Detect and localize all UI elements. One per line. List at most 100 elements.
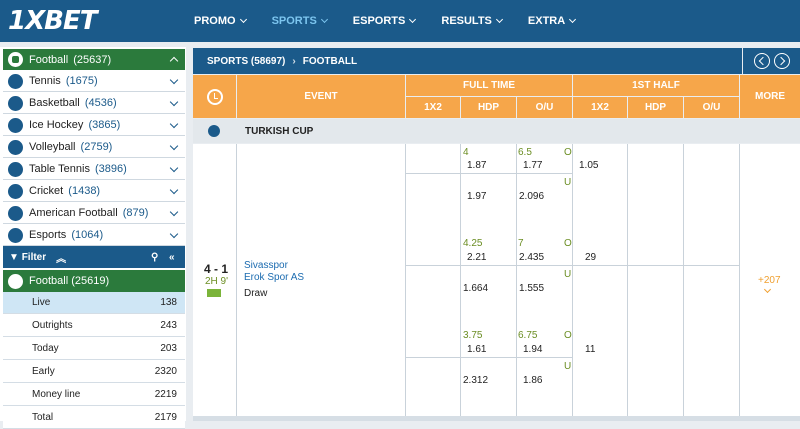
sidebar-item-basketball[interactable]: Basketball (4536) <box>3 93 185 114</box>
live-stats-icon[interactable] <box>207 289 221 297</box>
col-ft-ou: O/U <box>517 97 572 118</box>
chevron-down-icon[interactable] <box>169 97 179 107</box>
filter-item-label: Live <box>32 297 51 308</box>
divider <box>572 144 573 416</box>
divider <box>405 265 739 266</box>
sidebar-item-volleyball[interactable]: Volleyball (2759) <box>3 137 185 158</box>
league-row[interactable]: TURKISH CUP <box>193 119 800 143</box>
col-1h-hdp: HDP <box>628 97 683 118</box>
odds-cell[interactable]: 1.664 <box>463 283 489 294</box>
sidebar-item-cricket[interactable]: Cricket (1438) <box>3 181 185 202</box>
sidebar-item-count: (1675) <box>65 75 98 87</box>
odds-cell[interactable]: 2.096 <box>519 191 545 202</box>
previous-arrow-icon[interactable] <box>754 53 770 69</box>
chevron-up-icon[interactable] <box>169 56 179 66</box>
sidebar-filter-outrights[interactable]: Outrights 243 <box>3 315 185 337</box>
sidebar-item-ice-hockey[interactable]: Ice Hockey (3865) <box>3 115 185 136</box>
nav-promo-label: PROMO <box>194 15 236 27</box>
odds-cell[interactable]: 1.87 <box>467 160 487 171</box>
top-navigation-bar: 1XBET PROMO SPORTS ESPORTS RESULTS EXTRA <box>0 0 800 42</box>
odds-cell[interactable]: 1.77 <box>523 160 543 171</box>
filter-item-count: 138 <box>160 297 177 308</box>
home-team[interactable]: Sivasspor <box>244 260 288 271</box>
odds-cell[interactable]: 29 <box>585 252 597 263</box>
league-name: TURKISH CUP <box>245 125 314 137</box>
next-arrow-icon[interactable] <box>774 53 790 69</box>
away-team[interactable]: Erok Spor AS <box>244 272 305 283</box>
filter-item-count: 2179 <box>154 412 177 423</box>
sidebar-item-label: Table Tennis <box>29 163 90 175</box>
chevron-down-icon[interactable] <box>169 75 179 85</box>
football-icon <box>8 273 23 289</box>
chevron-down-icon[interactable] <box>169 163 179 173</box>
chevron-down-icon[interactable] <box>169 229 179 239</box>
chevron-down-icon[interactable] <box>169 119 179 129</box>
chevron-double-up-icon[interactable]: ︽ <box>56 253 67 265</box>
more-markets-link[interactable]: +207 <box>758 275 781 286</box>
nav-esports-label: ESPORTS <box>352 15 406 27</box>
sidebar-item-label: Football <box>29 53 69 66</box>
sidebar-item-american-football[interactable]: American Football (879) <box>3 203 185 224</box>
sidebar-item-tennis[interactable]: Tennis (1675) <box>3 71 185 92</box>
more-header: MORE <box>740 75 800 118</box>
search-icon[interactable]: ⚲ <box>151 251 159 263</box>
football-icon <box>8 52 23 67</box>
breadcrumb-sports[interactable]: SPORTS (58697) <box>207 55 286 67</box>
odds-cell[interactable]: 2.435 <box>519 252 545 263</box>
odds-cell[interactable]: 11 <box>585 344 596 355</box>
chevron-down-icon[interactable] <box>169 207 179 217</box>
ou-line: 6.75 <box>518 330 538 341</box>
section-count: (25619) <box>71 275 110 287</box>
filter-item-label: Early <box>32 366 55 377</box>
sidebar-filter-live[interactable]: Live 138 <box>3 292 185 314</box>
nav-results-label: RESULTS <box>441 15 492 27</box>
match-score: 4 - 1 <box>204 262 229 276</box>
volleyball-icon <box>8 139 23 155</box>
sidebar-filter-total[interactable]: Total 2179 <box>3 407 185 429</box>
filter-item-count: 203 <box>160 343 177 354</box>
breadcrumb: SPORTS (58697) › FOOTBALL <box>193 48 742 74</box>
odds-cell[interactable]: 1.97 <box>467 191 487 202</box>
odds-cell[interactable]: 1.61 <box>467 344 487 355</box>
nav-esports[interactable]: ESPORTS <box>352 15 417 27</box>
odds-cell[interactable]: 2.21 <box>467 252 487 263</box>
sidebar-filter-today[interactable]: Today 203 <box>3 338 185 360</box>
ice-hockey-icon <box>8 117 23 133</box>
divider <box>627 144 628 416</box>
odds-cell[interactable]: 2.312 <box>463 375 489 386</box>
filter-item-label: Total <box>32 412 54 423</box>
odds-cell[interactable]: 1.86 <box>523 375 543 386</box>
sidebar-item-count: (4536) <box>84 97 117 109</box>
sidebar-item-label: Ice Hockey <box>29 119 84 131</box>
filter-bar: ▼ Filter ︽ ⚲ « <box>3 246 185 268</box>
collapse-sidebar-icon[interactable]: « <box>169 251 175 263</box>
event-header: EVENT <box>237 75 405 118</box>
nav-extra[interactable]: EXTRA <box>528 15 577 27</box>
chevron-down-icon <box>495 15 503 24</box>
odds-cell[interactable]: 1.94 <box>523 344 543 355</box>
odds-cell[interactable]: 1.555 <box>519 283 545 294</box>
sidebar-filter-money-line[interactable]: Money line 2219 <box>3 384 185 406</box>
chevron-down-icon[interactable] <box>169 141 179 151</box>
chevron-down-icon[interactable] <box>169 185 179 195</box>
sidebar-item-football[interactable]: Football (25637) <box>3 49 185 70</box>
filter-label: Filter <box>21 251 47 263</box>
col-1h-ou: O/U <box>684 97 739 118</box>
brand-logo[interactable]: 1XBET <box>8 6 97 36</box>
nav-results[interactable]: RESULTS <box>441 15 503 27</box>
odds-cell[interactable]: 1.05 <box>579 160 599 171</box>
tennis-icon <box>8 73 23 89</box>
nav-promo[interactable]: PROMO <box>194 15 247 27</box>
sidebar-item-table-tennis[interactable]: Table Tennis (3896) <box>3 159 185 180</box>
sidebar-item-esports[interactable]: Esports (1064) <box>3 225 185 246</box>
sidebar-section-football[interactable]: Football (25619) <box>3 270 185 292</box>
live-clock-header <box>193 75 236 118</box>
col-ft-hdp: HDP <box>461 97 516 118</box>
sidebar-filter-early[interactable]: Early 2320 <box>3 361 185 383</box>
sidebar-item-label: Basketball <box>29 97 80 109</box>
nav-sports[interactable]: SPORTS <box>272 15 328 27</box>
sidebar-item-label: American Football <box>29 207 118 219</box>
filter-button[interactable]: ▼ Filter <box>9 251 47 263</box>
ou-marker: U <box>564 177 572 188</box>
ou-marker: O <box>564 330 572 341</box>
